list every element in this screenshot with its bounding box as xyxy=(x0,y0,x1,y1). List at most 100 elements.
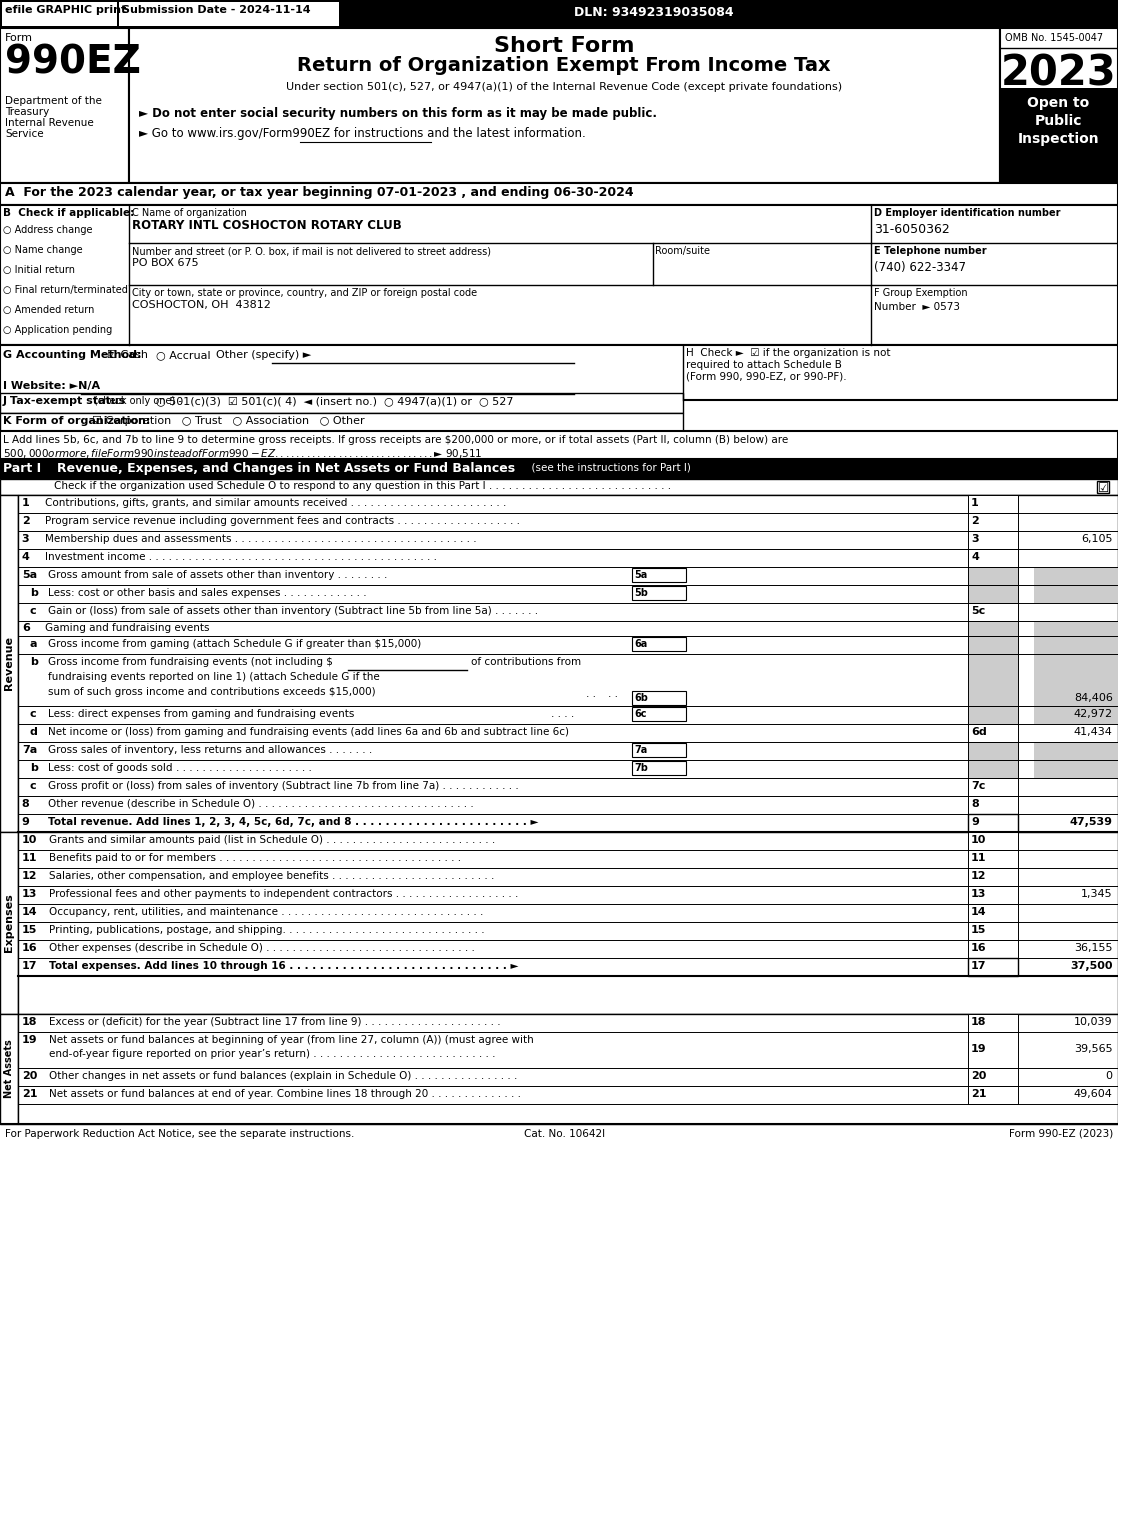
Text: Gaming and fundraising events: Gaming and fundraising events xyxy=(44,624,209,633)
Text: Gain or (loss) from sale of assets other than inventory (Subtract line 5b from l: Gain or (loss) from sale of assets other… xyxy=(47,605,537,616)
Bar xyxy=(1034,567,1118,586)
Text: ☑ Cash: ☑ Cash xyxy=(107,351,148,360)
Bar xyxy=(969,1014,1017,1032)
Text: 20: 20 xyxy=(21,1071,37,1081)
Bar xyxy=(969,549,1017,567)
Bar xyxy=(0,1014,18,1124)
Text: 39,565: 39,565 xyxy=(1074,1045,1113,1054)
Text: 8: 8 xyxy=(21,799,29,808)
Text: C Name of organization: C Name of organization xyxy=(132,207,246,218)
Text: Investment income . . . . . . . . . . . . . . . . . . . . . . . . . . . . . . . : Investment income . . . . . . . . . . . … xyxy=(44,552,437,563)
Text: Room/suite: Room/suite xyxy=(655,246,710,256)
Text: J Tax-exempt status: J Tax-exempt status xyxy=(3,396,126,406)
Bar xyxy=(969,636,1017,654)
Text: Open to: Open to xyxy=(1027,96,1089,110)
Text: ☑: ☑ xyxy=(1097,482,1109,496)
Text: L Add lines 5b, 6c, and 7b to line 9 to determine gross receipts. If gross recei: L Add lines 5b, 6c, and 7b to line 9 to … xyxy=(3,435,788,461)
Text: (see the instructions for Part I): (see the instructions for Part I) xyxy=(525,462,691,473)
Text: Excess or (deficit) for the year (Subtract line 17 from line 9) . . . . . . . . : Excess or (deficit) for the year (Subtra… xyxy=(50,1017,501,1026)
Text: ○ Amended return: ○ Amended return xyxy=(3,305,95,316)
Bar xyxy=(969,833,1017,849)
Bar xyxy=(0,496,18,833)
Text: 10: 10 xyxy=(21,836,37,845)
Text: Other changes in net assets or fund balances (explain in Schedule O) . . . . . .: Other changes in net assets or fund bala… xyxy=(50,1071,518,1081)
Text: Revenue: Revenue xyxy=(3,636,14,689)
Text: 13: 13 xyxy=(971,889,987,900)
Text: Net assets or fund balances at beginning of year (from line 27, column (A)) (mus: Net assets or fund balances at beginning… xyxy=(50,1035,534,1045)
Bar xyxy=(2,2,116,26)
Text: 12: 12 xyxy=(971,871,987,881)
Bar xyxy=(969,512,1017,531)
Text: Return of Organization Exempt From Income Tax: Return of Organization Exempt From Incom… xyxy=(297,56,831,75)
Text: 18: 18 xyxy=(971,1017,987,1026)
Text: Treasury: Treasury xyxy=(5,107,50,117)
Bar xyxy=(969,496,1017,512)
Bar xyxy=(0,413,683,432)
Text: Gross sales of inventory, less returns and allowances . . . . . . .: Gross sales of inventory, less returns a… xyxy=(47,746,371,755)
Text: Program service revenue including government fees and contracts . . . . . . . . : Program service revenue including govern… xyxy=(44,515,519,526)
Text: 21: 21 xyxy=(971,1089,987,1100)
Text: 15: 15 xyxy=(21,926,37,935)
Text: b: b xyxy=(29,657,37,666)
Text: 21: 21 xyxy=(21,1089,37,1100)
Text: of contributions from: of contributions from xyxy=(471,657,581,666)
Text: Gross profit or (loss) from sales of inventory (Subtract line 7b from line 7a) .: Gross profit or (loss) from sales of inv… xyxy=(47,781,518,791)
Text: Internal Revenue: Internal Revenue xyxy=(5,117,94,128)
Text: OMB No. 1545-0047: OMB No. 1545-0047 xyxy=(1005,34,1103,43)
Text: Check if the organization used Schedule O to respond to any question in this Par: Check if the organization used Schedule … xyxy=(54,480,672,491)
Text: c: c xyxy=(29,709,36,718)
Text: G Accounting Method:: G Accounting Method: xyxy=(3,351,141,360)
Text: ○ Initial return: ○ Initial return xyxy=(3,265,75,274)
Text: 84,406: 84,406 xyxy=(1074,692,1113,703)
Text: 3: 3 xyxy=(21,534,29,544)
Bar xyxy=(119,2,339,26)
Text: Public: Public xyxy=(1034,114,1082,128)
Text: Professional fees and other payments to independent contractors . . . . . . . . : Professional fees and other payments to … xyxy=(50,889,519,900)
Text: Inspection: Inspection xyxy=(1017,133,1099,146)
Text: 12: 12 xyxy=(21,871,37,881)
Text: 42,972: 42,972 xyxy=(1074,709,1113,718)
Text: 2: 2 xyxy=(21,515,29,526)
Text: 1: 1 xyxy=(21,499,29,508)
Bar xyxy=(969,868,1017,886)
Text: Number  ► 0573: Number ► 0573 xyxy=(874,302,960,313)
Text: 3: 3 xyxy=(971,534,979,544)
Text: 1,345: 1,345 xyxy=(1082,889,1113,900)
Text: fundraising events reported on line 1) (attach Schedule G if the: fundraising events reported on line 1) (… xyxy=(47,673,379,682)
Bar xyxy=(18,496,1118,833)
Text: D Employer identification number: D Employer identification number xyxy=(874,207,1060,218)
Bar xyxy=(969,1068,1017,1086)
Text: For Paperwork Reduction Act Notice, see the separate instructions.: For Paperwork Reduction Act Notice, see … xyxy=(5,1128,355,1139)
Text: 4: 4 xyxy=(21,552,29,563)
Bar xyxy=(969,796,1017,814)
Text: ROTARY INTL COSHOCTON ROTARY CLUB: ROTARY INTL COSHOCTON ROTARY CLUB xyxy=(132,220,402,232)
Text: K Form of organization:: K Form of organization: xyxy=(3,416,150,425)
Text: Salaries, other compensation, and employee benefits . . . . . . . . . . . . . . : Salaries, other compensation, and employ… xyxy=(50,871,495,881)
Text: . .: . . xyxy=(607,689,618,698)
Bar xyxy=(1034,759,1118,778)
Text: 6a: 6a xyxy=(634,639,648,650)
Text: ○ 501(c)(3)  ☑ 501(c)( 4)  ◄ (insert no.)  ○ 4947(a)(1) or  ○ 527: ○ 501(c)(3) ☑ 501(c)( 4) ◄ (insert no.) … xyxy=(157,396,514,406)
Text: . . . .: . . . . xyxy=(551,709,575,718)
Bar xyxy=(969,886,1017,904)
Text: Gross income from fundraising events (not including $: Gross income from fundraising events (no… xyxy=(47,657,332,666)
Text: Benefits paid to or for members . . . . . . . . . . . . . . . . . . . . . . . . : Benefits paid to or for members . . . . … xyxy=(50,852,462,863)
Text: Number and street (or P. O. box, if mail is not delivered to street address): Number and street (or P. O. box, if mail… xyxy=(132,246,491,256)
Bar xyxy=(969,1032,1017,1068)
Text: 47,539: 47,539 xyxy=(1069,817,1113,827)
Bar xyxy=(18,833,1118,1014)
Text: I Website: ►N/A: I Website: ►N/A xyxy=(3,381,100,390)
Bar xyxy=(631,637,686,651)
Bar xyxy=(969,958,1017,976)
Bar xyxy=(0,345,1118,400)
Text: Printing, publications, postage, and shipping. . . . . . . . . . . . . . . . . .: Printing, publications, postage, and shi… xyxy=(50,926,485,935)
Text: 5c: 5c xyxy=(971,605,986,616)
Bar xyxy=(1034,743,1118,759)
Bar xyxy=(18,1014,1118,1124)
Text: H  Check ►  ☑ if the organization is not
required to attach Schedule B
(Form 990: H Check ► ☑ if the organization is not r… xyxy=(686,348,891,381)
Text: 6b: 6b xyxy=(634,692,648,703)
Bar xyxy=(969,778,1017,796)
Bar xyxy=(1034,621,1118,636)
Bar xyxy=(0,432,1118,459)
Text: 10,039: 10,039 xyxy=(1074,1017,1113,1026)
